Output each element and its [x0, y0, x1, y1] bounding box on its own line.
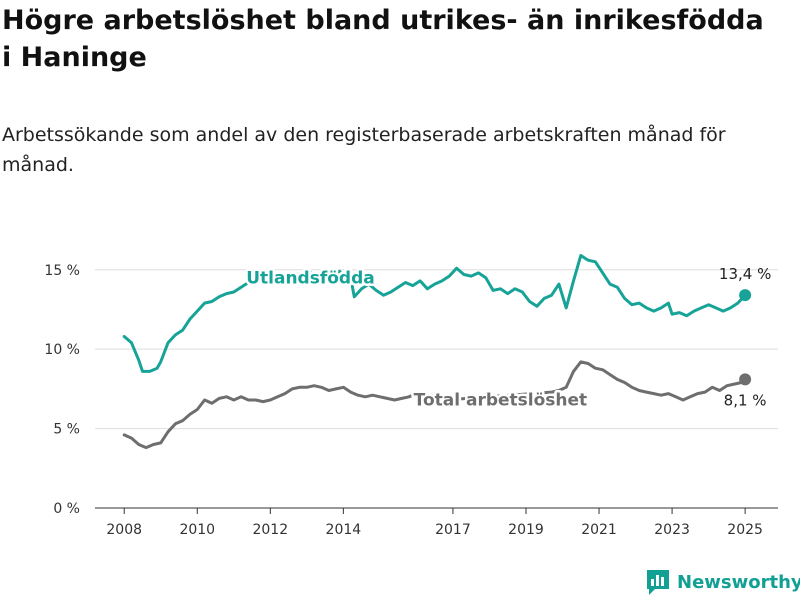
- series-end-point: [739, 373, 752, 386]
- series-end-point: [739, 289, 752, 302]
- series-line: [122, 254, 747, 373]
- x-tick-label: 2008: [106, 522, 142, 538]
- series-name-label: Total arbetslöshet: [414, 390, 588, 410]
- x-tick-label: 2010: [179, 522, 215, 538]
- x-tick-label: 2017: [435, 522, 471, 538]
- x-tick-label: 2014: [326, 522, 362, 538]
- chart-subtitle: Arbetssökande som andel av den registerb…: [2, 124, 726, 176]
- x-tick-label: 2021: [581, 522, 617, 538]
- x-tick-label: 2012: [252, 522, 288, 538]
- y-tick-label: 15 %: [44, 263, 80, 279]
- bar-chart-speech-icon: [647, 570, 669, 595]
- y-tick-label: 5 %: [53, 422, 80, 438]
- x-tick-label: 2019: [508, 522, 544, 538]
- y-tick-label: 0 %: [53, 501, 80, 517]
- x-tick-label: 2023: [654, 522, 690, 538]
- chart-title: Högre arbetslöshet bland utrikes- än inr…: [2, 5, 764, 73]
- series-line: [122, 360, 747, 450]
- newsworthy-logo: Newsworthy: [645, 568, 800, 596]
- y-tick-label: 10 %: [44, 342, 80, 358]
- series-name-label: Utlandsfödda: [246, 269, 375, 289]
- x-tick-label: 2025: [727, 522, 763, 538]
- end-value-label: 13,4 %: [719, 265, 771, 283]
- brand-name: Newsworthy: [677, 571, 800, 593]
- end-value-label: 8,1 %: [724, 391, 767, 409]
